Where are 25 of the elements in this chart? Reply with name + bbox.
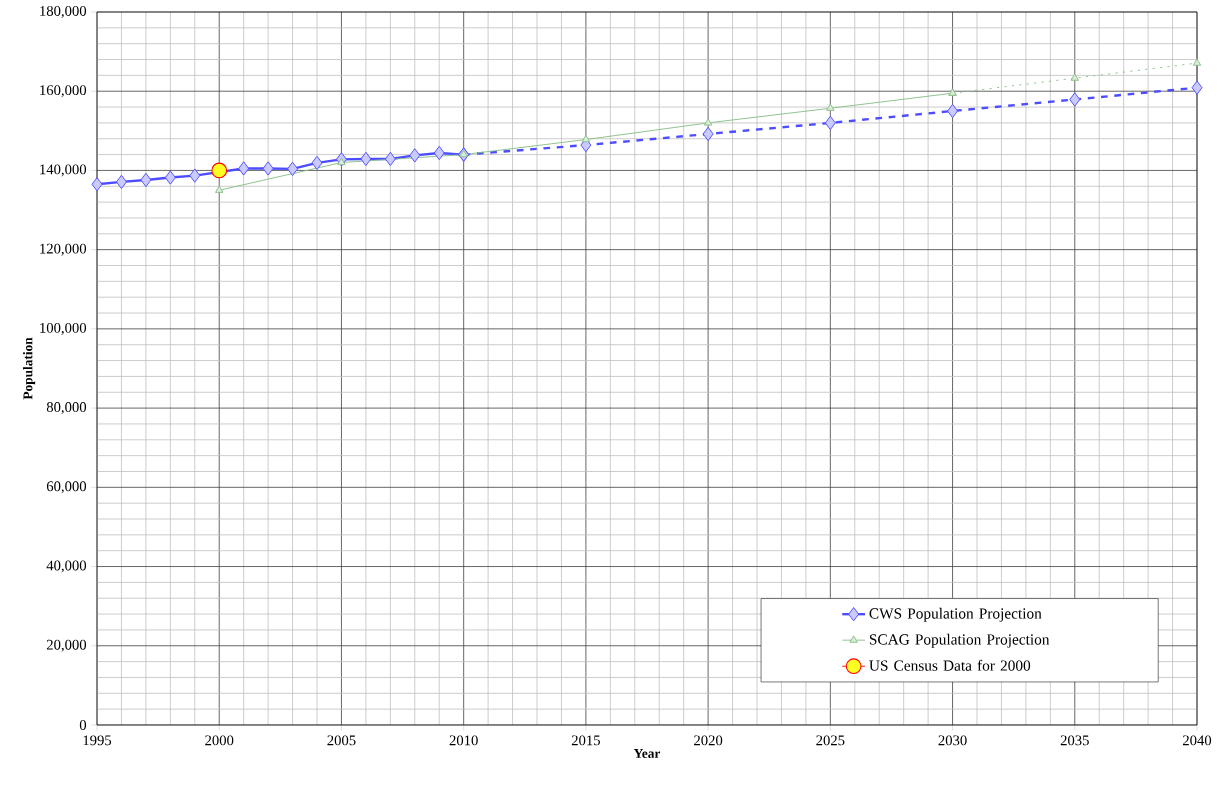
x-axis-title: Year [633, 749, 661, 758]
y-tick-label: 60,000 [46, 481, 87, 494]
y-tick-label: 160,000 [40, 85, 87, 98]
x-tick-label: 2015 [571, 735, 600, 746]
y-tick-label: 0 [79, 720, 87, 730]
x-tick-label: 2035 [1060, 735, 1089, 746]
legend-label: CWS Population Projection [869, 607, 1042, 622]
x-tick-label: 1995 [83, 735, 112, 746]
y-tick-label: 20,000 [46, 639, 87, 652]
y-tick-label: 80,000 [46, 402, 87, 415]
x-tick-label: 2030 [938, 735, 967, 746]
x-tick-label: 2025 [816, 735, 845, 746]
legend-label: SCAG Population Projection [869, 633, 1050, 648]
y-tick-label: 140,000 [40, 164, 87, 177]
x-tick-label: 2020 [694, 735, 723, 746]
y-tick-label: 100,000 [40, 322, 87, 335]
x-tick-label: 2010 [449, 735, 478, 746]
y-tick-label: 40,000 [46, 560, 87, 573]
legend-label: US Census Data for 2000 [869, 659, 1031, 671]
y-tick-label: 180,000 [40, 5, 87, 18]
y-axis-title: Population [23, 337, 36, 400]
y-tick-label: 120,000 [40, 243, 87, 256]
x-tick-label: 2040 [1182, 735, 1212, 746]
x-tick-label: 2005 [327, 735, 356, 746]
x-tick-label: 2000 [205, 735, 234, 746]
